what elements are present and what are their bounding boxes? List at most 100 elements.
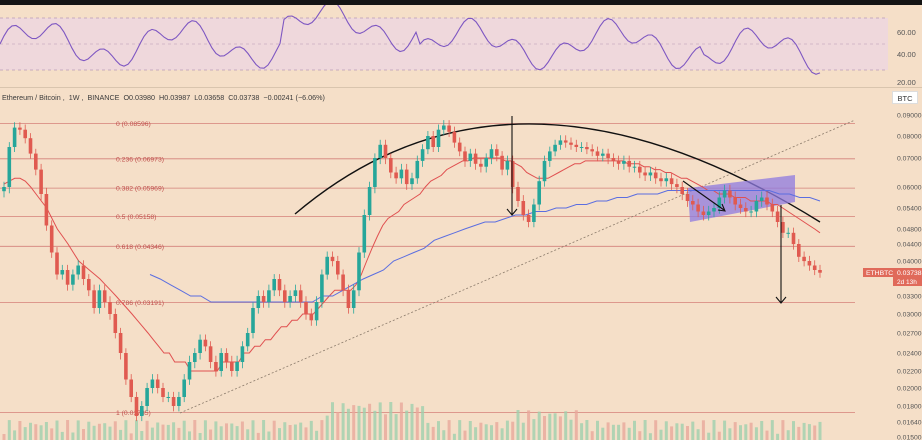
volume-bar	[203, 420, 207, 440]
volume-bar	[283, 422, 287, 440]
candle-body	[765, 197, 769, 205]
candle-body	[272, 279, 276, 291]
candle-body	[155, 379, 160, 388]
volume-bar	[765, 430, 769, 440]
fib-level-label: 0.5 (0.05158)	[116, 214, 156, 221]
volume-bar	[468, 421, 472, 440]
candle-body	[797, 244, 801, 257]
candle-body	[590, 149, 594, 152]
volume-bar	[739, 425, 742, 440]
volume-bar	[691, 421, 695, 440]
volume-bar	[585, 420, 589, 440]
volume-bar	[670, 426, 674, 440]
candle-body	[304, 302, 308, 314]
candle-body	[341, 274, 345, 291]
volume-bar	[113, 421, 117, 440]
candle-body	[383, 144, 388, 158]
volume-bar	[60, 431, 64, 440]
volume-bar	[580, 423, 584, 440]
volume-bar	[23, 427, 27, 440]
interval-label[interactable]: 1W	[68, 93, 80, 102]
price-tag-symbol: ETHBTC	[866, 270, 893, 277]
fib-level-label: 1 (0.01735)	[116, 410, 151, 417]
volume-bar	[336, 412, 340, 440]
volume-bar	[299, 422, 303, 440]
volume-bar	[807, 424, 811, 440]
candle-body	[288, 296, 292, 302]
volume-bar	[341, 403, 345, 440]
volume-bar	[214, 421, 218, 440]
trend-line	[179, 119, 856, 414]
volume-bar	[596, 420, 599, 440]
candle-body	[691, 201, 695, 205]
candle-body	[696, 204, 700, 212]
candle-body	[781, 222, 785, 233]
volume-bar	[458, 420, 462, 440]
volume-bar	[675, 423, 679, 440]
candle-body	[219, 353, 223, 371]
candle-body	[542, 160, 547, 182]
price-tick-label: 0.02200	[897, 369, 922, 376]
candle-body	[415, 160, 420, 179]
candle-body	[675, 184, 679, 187]
candle-body	[606, 153, 610, 158]
candle-body	[102, 290, 107, 302]
volume-bar	[654, 420, 658, 440]
volume-bar	[230, 423, 234, 440]
price-tick-label: 0.02700	[897, 331, 922, 338]
candle-body	[685, 194, 690, 201]
candle-body	[818, 270, 822, 273]
candle-body	[92, 290, 96, 308]
currency-button[interactable]: BTC	[892, 91, 918, 104]
candle-body	[553, 144, 557, 152]
volume-bar	[161, 424, 165, 440]
volume-bar	[44, 422, 48, 440]
candle-body	[193, 353, 197, 362]
price-chart: 0 (0.08596) 0.236 (0.06973) 0.382 (0.05969…	[0, 113, 922, 440]
volume-bar	[368, 403, 372, 440]
candle-body	[558, 140, 563, 145]
volume-bar	[818, 421, 822, 440]
candle-body	[76, 265, 80, 275]
volume-bar	[331, 402, 334, 440]
candle-body	[611, 158, 616, 161]
fib-levels: 0 (0.08596) 0.236 (0.06973) 0.382 (0.05969…	[0, 121, 855, 417]
candle-body	[44, 194, 49, 226]
candle-body	[463, 151, 467, 161]
candle-body	[579, 147, 584, 148]
candle-body	[595, 151, 600, 156]
candle-body	[744, 208, 748, 212]
candle-body	[378, 144, 382, 158]
volume-bar	[150, 427, 154, 440]
volume-bar	[548, 413, 552, 440]
candle-body	[712, 208, 716, 212]
volume-bar	[177, 427, 181, 440]
volume-bar	[193, 420, 197, 440]
price-tag-value: 0.03738	[897, 270, 922, 277]
candle-body	[320, 274, 324, 302]
candle-body	[140, 406, 144, 416]
volume-bar	[558, 416, 562, 440]
ohlc-open: O0.03980	[123, 93, 156, 102]
candle-body	[261, 296, 266, 302]
price-tick-label: 0.01800	[897, 404, 922, 411]
volume-bar	[527, 410, 531, 440]
volume-bar	[505, 420, 509, 440]
volume-bar	[166, 424, 170, 440]
volume-bar	[82, 429, 85, 440]
volume-bar	[463, 430, 467, 440]
symbol-name[interactable]: Ethereum / Bitcoin	[2, 93, 61, 102]
volume-bar	[135, 420, 138, 440]
volume-bar	[288, 425, 292, 440]
candle-body	[208, 346, 213, 362]
volume-bar	[686, 426, 689, 440]
candle-body	[277, 279, 282, 291]
price-tag-bg	[863, 268, 922, 277]
candle-body	[28, 138, 33, 154]
volume-bar	[172, 422, 176, 440]
candle-body	[256, 296, 261, 308]
volume-bar	[723, 420, 727, 440]
volume-bar	[633, 420, 636, 440]
volume-bar	[447, 420, 451, 440]
candle-body	[267, 290, 271, 302]
